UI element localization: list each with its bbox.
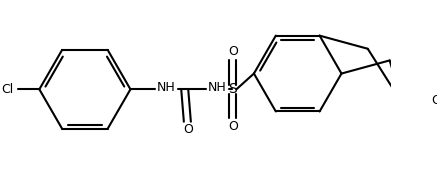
Text: O: O <box>228 120 238 134</box>
Text: NH: NH <box>208 81 226 94</box>
Text: O: O <box>432 94 437 107</box>
Text: NH: NH <box>157 81 176 94</box>
Text: O: O <box>228 45 238 58</box>
Text: Cl: Cl <box>1 83 13 96</box>
Text: O: O <box>183 123 193 136</box>
Text: S: S <box>228 82 236 96</box>
